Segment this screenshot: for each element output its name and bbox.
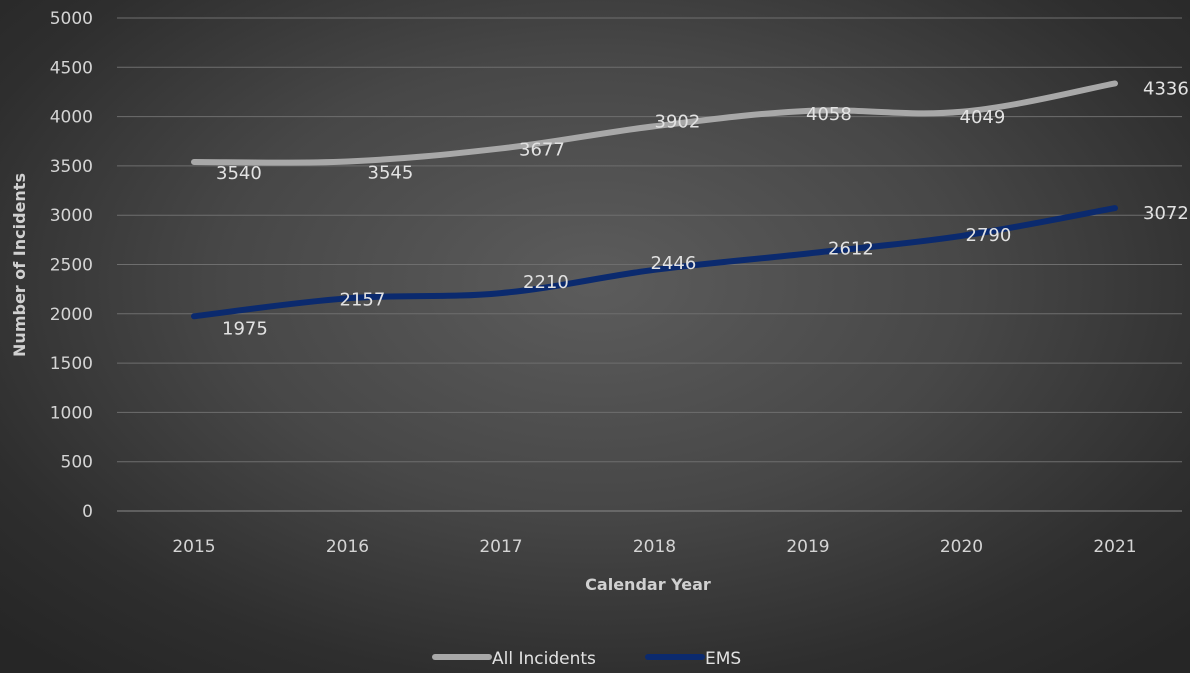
x-tick-label: 2021 xyxy=(1093,537,1136,557)
data-label: 3540 xyxy=(216,163,262,184)
x-tick-label: 2020 xyxy=(940,537,983,557)
x-tick-label: 2018 xyxy=(633,537,676,557)
y-tick-label: 5000 xyxy=(50,9,93,29)
gridlines xyxy=(117,17,1182,512)
y-tick-label: 3000 xyxy=(50,206,93,226)
data-label: 3072 xyxy=(1143,203,1189,224)
x-tick-label: 2015 xyxy=(172,537,215,557)
legend-label: All Incidents xyxy=(492,649,596,669)
y-tick-label: 1500 xyxy=(50,354,93,374)
x-axis-title: Calendar Year xyxy=(585,575,711,594)
series-lines xyxy=(191,80,1118,320)
y-tick-label: 2500 xyxy=(50,256,93,276)
data-label: 2612 xyxy=(828,238,874,259)
data-label: 2210 xyxy=(523,272,569,293)
data-label: 2446 xyxy=(651,253,697,274)
y-tick-label: 2000 xyxy=(50,305,93,325)
y-axis-ticks: 0 500 1000 1500 2000 2500 3000 3500 4000 4500 5000 xyxy=(50,9,93,522)
legend: All Incidents EMS xyxy=(432,649,741,669)
data-label: 3902 xyxy=(655,111,701,132)
y-tick-label: 3500 xyxy=(50,157,93,177)
series-line-ems xyxy=(191,205,1118,320)
data-label: 1975 xyxy=(222,318,268,339)
x-tick-label: 2016 xyxy=(326,537,369,557)
data-label: 2790 xyxy=(966,225,1012,246)
data-label: 4336 xyxy=(1143,78,1189,99)
y-tick-label: 0 xyxy=(82,502,93,522)
x-axis-ticks: 2015 2016 2017 2018 2019 2020 2021 xyxy=(172,537,1136,557)
data-label: 3677 xyxy=(519,139,565,160)
y-tick-label: 4500 xyxy=(50,58,93,78)
data-label: 4058 xyxy=(806,104,852,125)
data-label: 3545 xyxy=(368,162,414,183)
data-labels: 3540 3545 3677 3902 4058 4049 4336 1975 2157 2210… xyxy=(216,78,1189,339)
y-axis-title: Number of Incidents xyxy=(10,173,29,357)
data-label: 4049 xyxy=(960,107,1006,128)
x-tick-label: 2017 xyxy=(479,537,522,557)
y-tick-label: 1000 xyxy=(50,403,93,423)
y-tick-label: 500 xyxy=(61,453,93,473)
y-tick-label: 4000 xyxy=(50,108,93,128)
legend-label: EMS xyxy=(705,649,741,669)
data-label: 2157 xyxy=(340,289,386,310)
series-line-all-incidents xyxy=(191,80,1118,166)
x-tick-label: 2019 xyxy=(786,537,829,557)
